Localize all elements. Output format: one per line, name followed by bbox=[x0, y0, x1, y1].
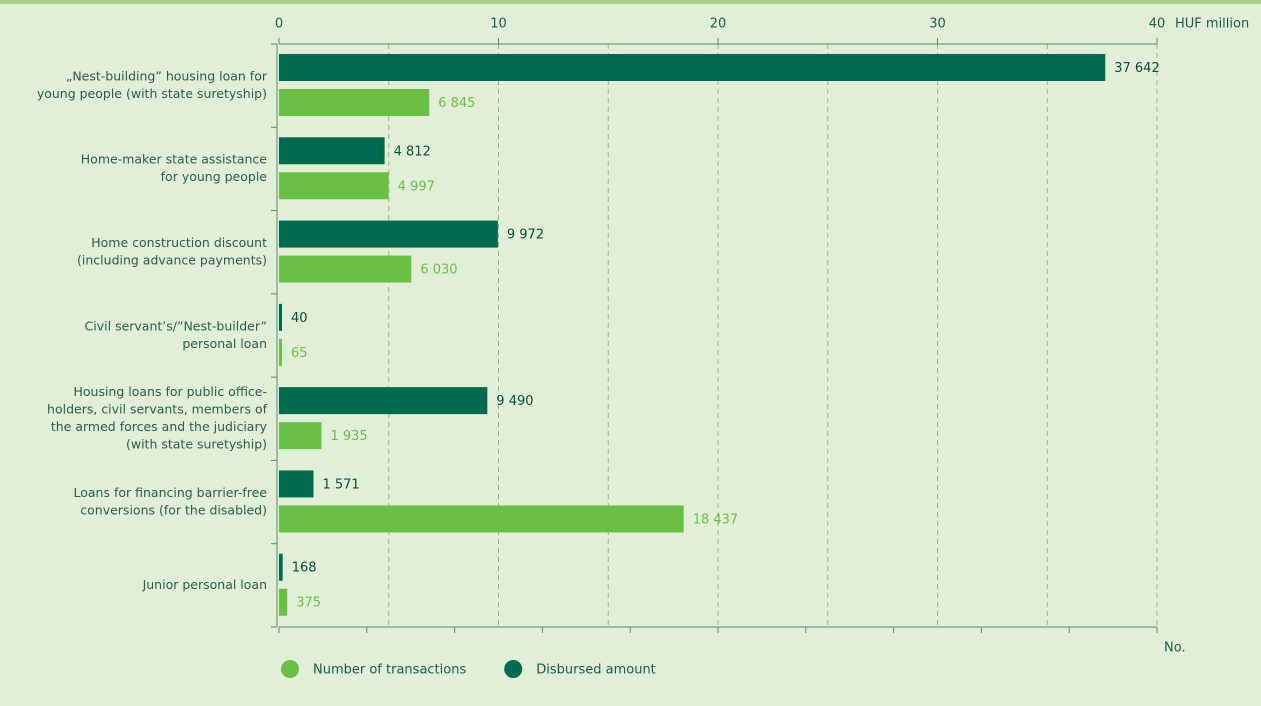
legend-label: Number of transactions bbox=[313, 663, 466, 678]
chart: HUF million No. 0 10 20 30 40 „Nest-building”… bbox=[0, 0, 1261, 706]
x-tick-label: 30 bbox=[929, 17, 946, 32]
value-label: 9 490 bbox=[496, 394, 533, 409]
x-tick-label: 20 bbox=[710, 17, 727, 32]
bar bbox=[279, 137, 385, 164]
category-label: (with state suretyship) bbox=[126, 437, 267, 452]
category-label: Home construction discount bbox=[91, 235, 267, 250]
x-tick-label: 10 bbox=[490, 17, 507, 32]
bar bbox=[279, 172, 389, 199]
category-label: Home-maker state assistance bbox=[81, 152, 268, 167]
value-label: 9 972 bbox=[507, 228, 544, 243]
value-label: 65 bbox=[291, 346, 308, 361]
legend-marker bbox=[281, 660, 299, 678]
value-label: 18 437 bbox=[693, 512, 739, 527]
category-label: conversions (for the disabled) bbox=[80, 502, 267, 517]
bar bbox=[279, 339, 282, 366]
x-tick-label: 40 bbox=[1149, 17, 1166, 32]
legend-label: Disbursed amount bbox=[536, 663, 656, 678]
value-label: 4 812 bbox=[394, 144, 431, 159]
value-label: 6 845 bbox=[438, 96, 475, 111]
category-label: young people (with state suretyship) bbox=[37, 86, 267, 101]
category-label: Junior personal loan bbox=[142, 577, 267, 592]
value-label: 168 bbox=[292, 561, 317, 576]
category-label: Housing loans for public office- bbox=[73, 384, 267, 399]
value-label: 6 030 bbox=[420, 263, 457, 278]
bar bbox=[279, 89, 429, 116]
value-label: 40 bbox=[291, 311, 308, 326]
category-label: for young people bbox=[161, 169, 268, 184]
value-label: 1 571 bbox=[322, 477, 359, 492]
legend-marker bbox=[504, 660, 522, 678]
bar bbox=[279, 387, 487, 414]
value-label: 4 997 bbox=[398, 179, 435, 194]
bar bbox=[279, 304, 282, 331]
bar bbox=[279, 470, 313, 497]
category-label: holders, civil servants, members of bbox=[47, 402, 268, 417]
bar bbox=[279, 422, 321, 449]
category-label: personal loan bbox=[182, 336, 267, 351]
category-label: Civil servant’s/”Nest-builder” bbox=[85, 318, 267, 333]
x-axis-label: HUF million bbox=[1175, 17, 1249, 32]
bar bbox=[279, 505, 684, 532]
category-label: Loans for financing barrier-free bbox=[74, 485, 268, 500]
bar bbox=[279, 554, 283, 581]
bar bbox=[279, 54, 1105, 81]
x-tick-label: 0 bbox=[275, 17, 283, 32]
value-label: 1 935 bbox=[330, 429, 367, 444]
bar bbox=[279, 589, 287, 616]
bar bbox=[279, 256, 411, 283]
category-label: the armed forces and the judiciary bbox=[51, 419, 268, 434]
value-label: 375 bbox=[296, 596, 321, 611]
value-label: 37 642 bbox=[1114, 61, 1160, 76]
category-label: „Nest-building” housing loan for bbox=[66, 68, 268, 83]
bar bbox=[279, 221, 498, 248]
background bbox=[0, 0, 1261, 706]
category-label: (including advance payments) bbox=[77, 252, 267, 267]
top-strip bbox=[0, 0, 1261, 4]
x2-axis-label: No. bbox=[1164, 641, 1186, 656]
